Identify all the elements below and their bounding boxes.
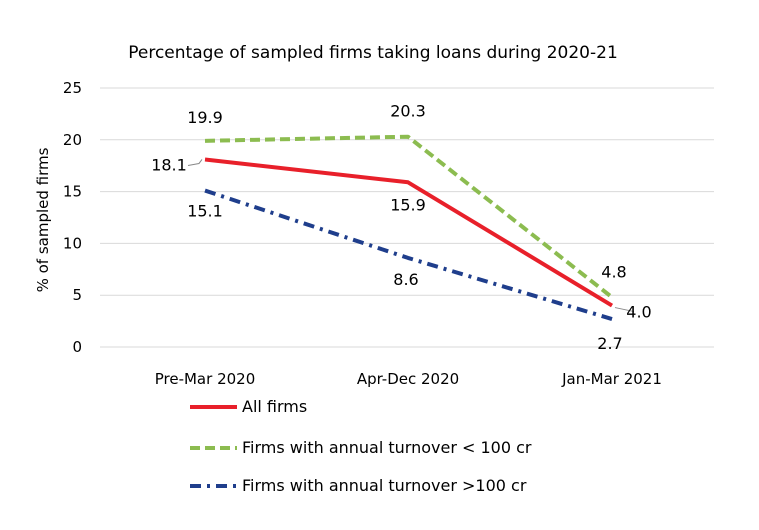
gridlines — [100, 87, 714, 348]
data-label: 4.8 — [601, 262, 626, 281]
series-line — [204, 134, 614, 299]
legend-label: Firms with annual turnover >100 cr — [242, 476, 527, 495]
data-label: 4.0 — [626, 303, 651, 322]
y-tick-label: 10 — [63, 234, 82, 252]
legend-label: All firms — [242, 397, 307, 416]
data-label: 19.9 — [187, 108, 223, 127]
x-tick-label: Pre-Mar 2020 — [155, 370, 256, 388]
y-axis-label: % of sampled firms — [34, 147, 52, 292]
chart-title: Percentage of sampled firms taking loans… — [128, 43, 618, 63]
label-leader-lines — [187, 159, 635, 313]
leader-line — [614, 307, 635, 313]
y-tick-label: 20 — [63, 131, 82, 149]
x-axis-ticks: Pre-Mar 2020 Apr-Dec 2020 Jan-Mar 2021 — [155, 370, 662, 388]
leader-line — [187, 159, 203, 166]
y-tick-label: 0 — [72, 338, 82, 356]
series-line — [204, 157, 614, 308]
data-label: 15.1 — [187, 202, 223, 221]
data-label: 20.3 — [390, 102, 426, 121]
data-label: 15.9 — [390, 195, 426, 214]
data-label: 18.1 — [151, 155, 187, 174]
data-label: 2.7 — [597, 334, 622, 353]
series-lines — [204, 134, 614, 321]
legend: All firms Firms with annual turnover < 10… — [190, 397, 532, 495]
data-label: 8.6 — [393, 270, 418, 289]
data-labels: 18.1 15.9 4.0 19.9 20.3 4.8 15.1 8.6 2.7 — [151, 102, 652, 353]
x-tick-label: Apr-Dec 2020 — [357, 370, 459, 388]
y-tick-label: 5 — [72, 286, 82, 304]
y-axis-ticks: 0 5 10 15 20 25 — [63, 79, 82, 356]
y-tick-label: 25 — [63, 79, 82, 97]
series-line — [204, 188, 613, 321]
legend-label: Firms with annual turnover < 100 cr — [242, 438, 532, 457]
y-tick-label: 15 — [63, 183, 82, 201]
x-tick-label: Jan-Mar 2021 — [561, 370, 662, 388]
